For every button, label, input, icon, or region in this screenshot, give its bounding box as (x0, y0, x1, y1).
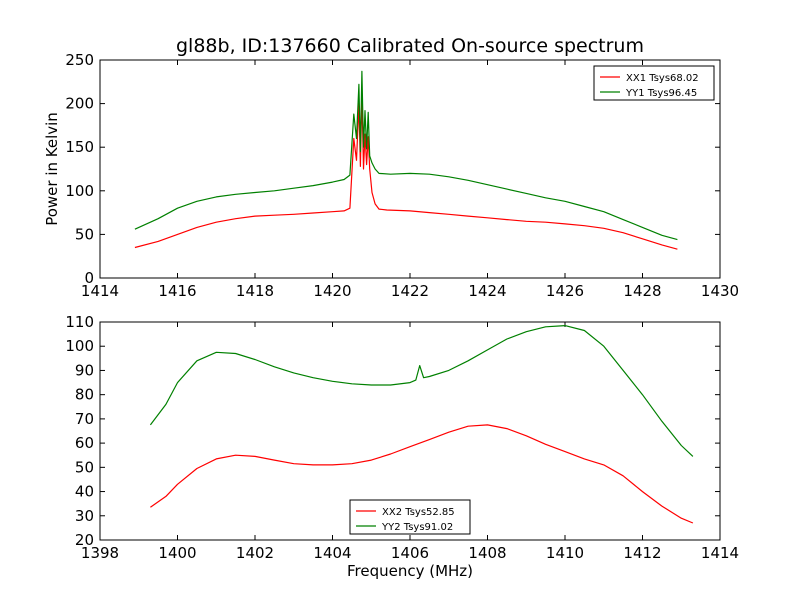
x-axis-label-bottom: Frequency (MHz) (347, 562, 473, 580)
legend-box (593, 65, 715, 101)
legend-label: XX1 Tsys68.02 (626, 73, 699, 84)
plot-frame-top (99, 59, 721, 279)
legend-box (349, 499, 471, 535)
y-tick-label: 20 (75, 531, 94, 549)
series-line-top-2 (134, 70, 678, 241)
plot-frame-bottom (99, 321, 721, 541)
x-tick-label: 1426 (546, 282, 584, 300)
x-tick-label: 1400 (158, 544, 196, 562)
x-tick-label: 1430 (701, 282, 739, 300)
x-tick-label: 1410 (546, 544, 584, 562)
y-tick-label: 50 (75, 458, 94, 476)
x-tick-label: 1402 (236, 544, 274, 562)
y-tick-label: 250 (65, 51, 94, 69)
x-tick-label: 1416 (158, 282, 196, 300)
y-tick-label: 40 (75, 483, 94, 501)
x-tick-label: 1414 (81, 282, 119, 300)
y-tick-label: 100 (65, 337, 94, 355)
y-tick-label: 30 (75, 507, 94, 525)
y-tick-label: 200 (65, 95, 94, 113)
legend-bottom: XX2 Tsys52.85 YY2 Tsys91.02 (349, 499, 471, 535)
x-tick-label: 1398 (81, 544, 119, 562)
legend-label: YY1 Tsys96.45 (625, 88, 697, 99)
y-tick-label: 80 (75, 386, 94, 404)
x-tick-label: 1422 (391, 282, 429, 300)
x-tick-label: 1404 (313, 544, 351, 562)
x-tick-label: 1424 (468, 282, 506, 300)
y-tick-label: 60 (75, 434, 94, 452)
x-tick-label: 1414 (701, 544, 739, 562)
plot-bottom: Frequency (MHz) 1398 1400 1402 1404 1406 1408… (65, 313, 739, 580)
figure-title: gl88b, ID:137660 Calibrated On-source sp… (176, 35, 644, 57)
x-tick-label: 1412 (623, 544, 661, 562)
series-bottom (149, 325, 694, 524)
legend-label: YY2 Tsys91.02 (381, 522, 453, 533)
x-tick-label: 1420 (313, 282, 351, 300)
y-tick-label: 70 (75, 410, 94, 428)
legend-top: XX1 Tsys68.02 YY1 Tsys96.45 (593, 65, 715, 101)
y-tick-label: 50 (75, 225, 94, 243)
x-tick-label: 1428 (623, 282, 661, 300)
series-line-bottom-1 (150, 424, 694, 524)
series-line-top-1 (134, 94, 678, 250)
legend-label: XX2 Tsys52.85 (382, 507, 455, 518)
y-tick-label: 0 (84, 269, 94, 287)
plot-top: Power in Kelvin 1414 1416 1418 1420 1422 1424… (43, 51, 739, 300)
y-tick-label: 90 (75, 361, 94, 379)
y-axis-label-top: Power in Kelvin (43, 112, 61, 226)
series-line-bottom-2 (149, 325, 694, 457)
x-tick-label: 1406 (391, 544, 429, 562)
ticks-top: 1414 1416 1418 1420 1422 1424 1426 1428 1430 0 50 1… (65, 51, 739, 300)
x-tick-label: 1408 (468, 544, 506, 562)
y-tick-label: 100 (65, 182, 94, 200)
y-tick-label: 110 (65, 313, 94, 331)
x-tick-label: 1418 (236, 282, 274, 300)
series-top (134, 70, 678, 250)
y-tick-label: 150 (65, 138, 94, 156)
